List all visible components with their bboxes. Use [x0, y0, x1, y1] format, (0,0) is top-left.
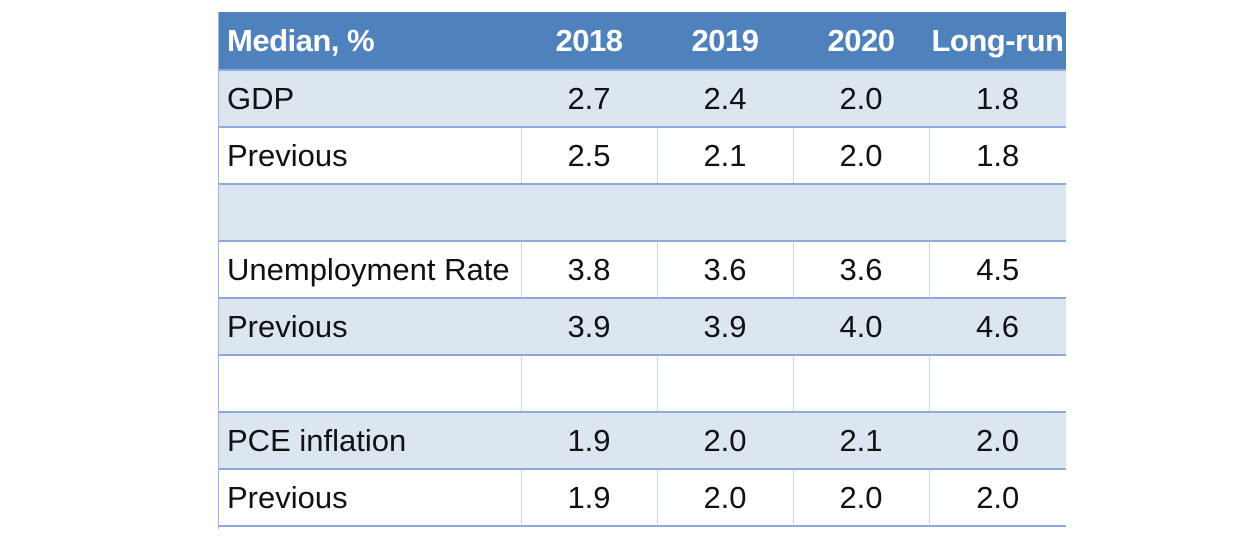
cell-2020: 4.0 [793, 298, 929, 356]
table-row [219, 355, 1066, 413]
cell-2019 [657, 184, 793, 242]
table-row: Previous 1.9 2.0 2.0 2.0 [219, 469, 1066, 527]
cell-2018: 3.9 [521, 298, 657, 356]
cell-2020: 2.0 [792, 469, 929, 527]
table-row: Previous 2.5 2.1 2.0 1.8 [219, 127, 1066, 185]
row-label: Previous [219, 298, 521, 356]
cell-long-run: 2.0 [928, 469, 1066, 527]
cell-2018: 2.5 [520, 127, 657, 185]
row-label [219, 355, 521, 413]
cell-2019: 2.4 [657, 70, 793, 128]
cell-2020: 2.0 [792, 127, 929, 185]
header-row: Median, % 2018 2019 2020 Long-run [219, 12, 1066, 71]
cell-long-run: 1.8 [928, 127, 1066, 185]
row-label: GDP [219, 70, 521, 128]
row-label: Unemployment Rate [219, 241, 521, 299]
cell-2019: 2.0 [657, 412, 793, 470]
cell-2019: 3.6 [656, 241, 793, 299]
row-label: PCE inflation [219, 412, 521, 470]
cell-long-run [928, 355, 1066, 413]
row-label: Previous [219, 469, 521, 527]
cell-2019: 2.0 [656, 469, 793, 527]
table-row: Unemployment Rate 3.8 3.6 3.6 4.5 [219, 241, 1066, 299]
cell-2020 [793, 184, 929, 242]
cell-2018: 2.7 [521, 70, 657, 128]
cell-2018 [520, 355, 657, 413]
cell-long-run: 4.6 [929, 298, 1066, 356]
cell-2020 [792, 355, 929, 413]
cell-long-run: 2.0 [929, 412, 1066, 470]
header-year-2019: 2019 [657, 12, 793, 71]
cell-2018: 3.8 [520, 241, 657, 299]
table-row: GDP 2.7 2.4 2.0 1.8 [219, 70, 1066, 128]
cell-2020: 2.0 [793, 70, 929, 128]
row-label [219, 184, 521, 242]
projections-table: Median, % 2018 2019 2020 Long-run GDP 2.7… [219, 12, 1066, 527]
projections-table-container: Median, % 2018 2019 2020 Long-run GDP 2.7… [218, 12, 1066, 529]
cell-2019: 2.1 [656, 127, 793, 185]
table-header: Median, % 2018 2019 2020 Long-run [219, 12, 1066, 71]
table-row: PCE inflation 1.9 2.0 2.1 2.0 [219, 412, 1066, 470]
cell-long-run [929, 184, 1066, 242]
cell-2018: 1.9 [521, 412, 657, 470]
table-row [219, 184, 1066, 242]
cell-2018: 1.9 [520, 469, 657, 527]
header-year-2018: 2018 [521, 12, 657, 71]
row-label: Previous [219, 127, 521, 185]
cell-long-run: 4.5 [928, 241, 1066, 299]
cell-2019: 3.9 [657, 298, 793, 356]
header-median-label: Median, % [219, 12, 521, 71]
table-body: GDP 2.7 2.4 2.0 1.8 Previous 2.5 2.1 2.0 1.8 Unemp… [219, 70, 1066, 527]
cell-long-run: 1.8 [929, 70, 1066, 128]
header-year-2020: 2020 [793, 12, 929, 71]
header-long-run: Long-run [929, 12, 1066, 71]
table-row: Previous 3.9 3.9 4.0 4.6 [219, 298, 1066, 356]
cell-2020: 3.6 [792, 241, 929, 299]
cell-2020: 2.1 [793, 412, 929, 470]
cell-2018 [521, 184, 657, 242]
cell-2019 [656, 355, 793, 413]
